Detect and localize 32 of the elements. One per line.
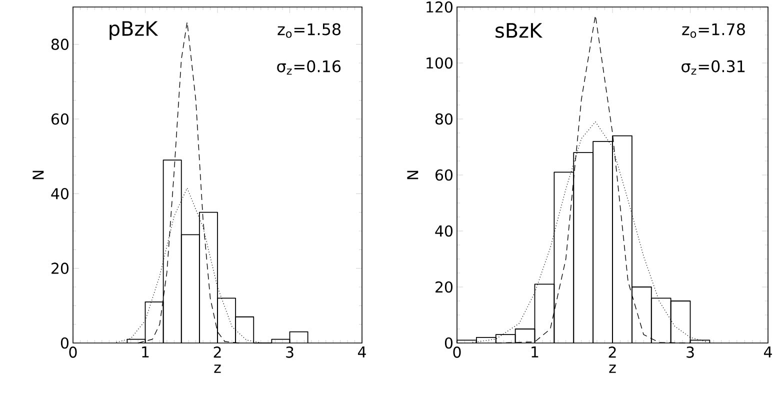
annotation: sBzK — [496, 23, 543, 38]
y-tick-label: 0 — [444, 337, 452, 349]
y-axis-title: N — [32, 170, 44, 180]
annotation: z$_{o}$=1.78 — [682, 23, 745, 38]
y-tick-label: 120 — [426, 1, 452, 13]
x-tick-label: 2 — [608, 346, 616, 358]
annotation: σ$_{z}$=0.16 — [277, 60, 341, 75]
x-axis-title: z — [609, 364, 616, 373]
x-tick-label: 1 — [142, 346, 149, 358]
x-tick-label: 1 — [532, 346, 538, 358]
y-tick-label: 60 — [436, 169, 452, 181]
y-tick-label: 100 — [426, 57, 452, 69]
y-axis-title: N — [407, 170, 418, 180]
y-tick-label: 20 — [52, 262, 68, 274]
x-tick-label: 3 — [286, 346, 294, 358]
annotation: σ$_{z}$=0.31 — [682, 60, 745, 75]
y-tick-label: 40 — [51, 188, 68, 200]
x-tick-label: 0 — [69, 346, 77, 358]
x-tick-label: 4 — [764, 346, 772, 358]
annotation: z$_{o}$=1.58 — [278, 23, 340, 38]
x-axis-title: z — [214, 364, 221, 373]
y-tick-label: 60 — [52, 113, 68, 125]
x-tick-label: 2 — [214, 346, 221, 358]
y-tick-label: 80 — [435, 113, 452, 125]
y-tick-label: 80 — [51, 38, 68, 50]
x-tick-label: 4 — [358, 346, 366, 358]
y-tick-label: 0 — [60, 337, 68, 349]
y-tick-label: 40 — [435, 225, 452, 237]
x-tick-label: 3 — [686, 346, 694, 358]
annotation: pBzK — [110, 21, 158, 40]
x-tick-label: 0 — [453, 346, 461, 358]
y-tick-label: 20 — [436, 281, 452, 293]
